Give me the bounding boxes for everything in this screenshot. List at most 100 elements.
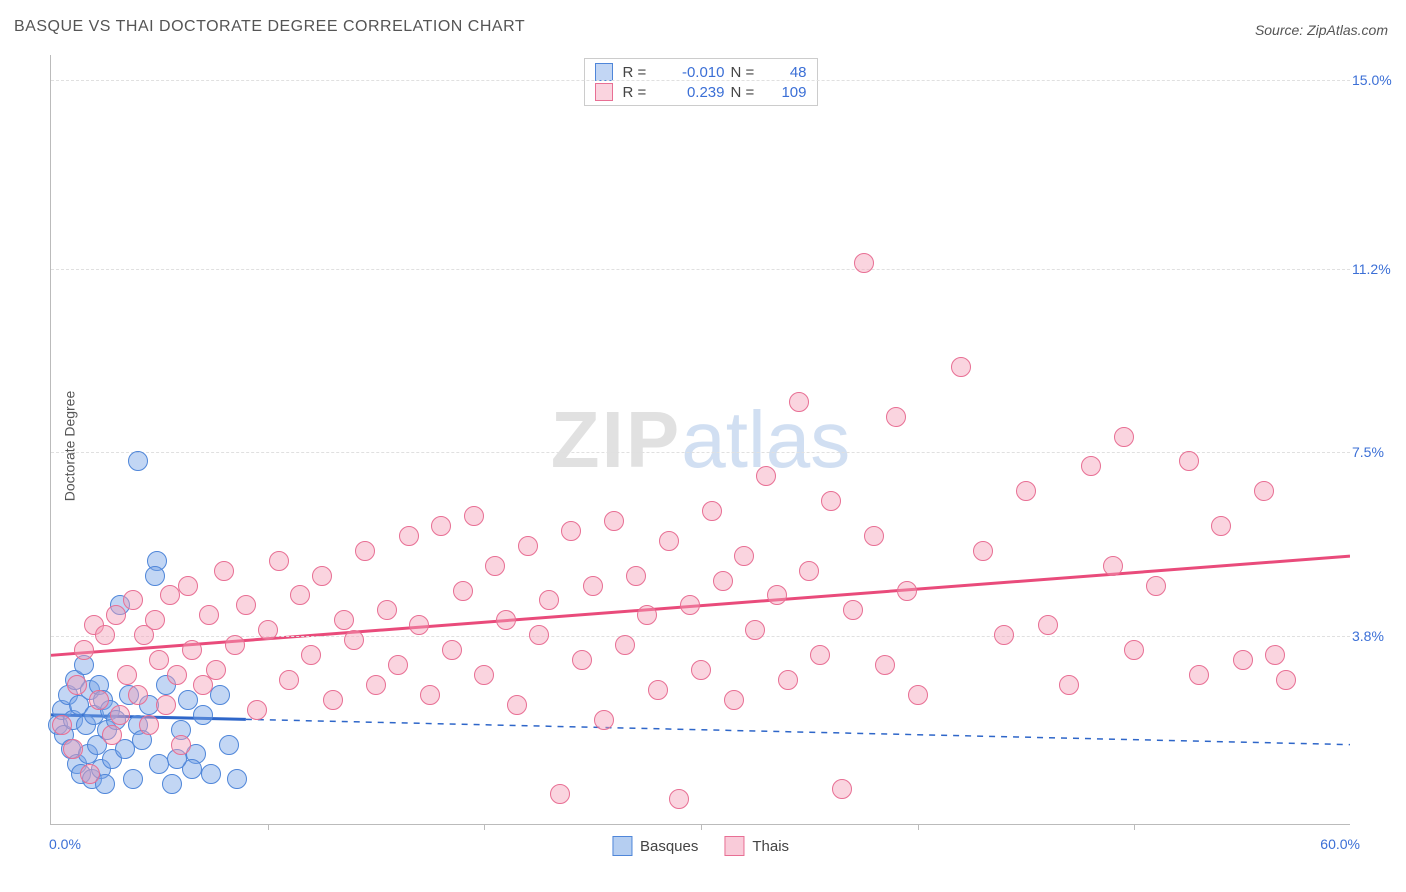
data-point (1265, 645, 1285, 665)
stat-r-label: R = (623, 84, 659, 101)
data-point (496, 610, 516, 630)
data-point (442, 640, 462, 660)
data-point (1038, 615, 1058, 635)
data-point (206, 660, 226, 680)
data-point (106, 605, 126, 625)
data-point (225, 635, 245, 655)
data-point (485, 556, 505, 576)
data-point (756, 466, 776, 486)
data-point (162, 774, 182, 794)
data-point (908, 685, 928, 705)
stat-r-value: -0.010 (665, 64, 725, 81)
data-point (182, 640, 202, 660)
data-point (167, 665, 187, 685)
data-point (431, 516, 451, 536)
data-point (561, 521, 581, 541)
data-point (854, 253, 874, 273)
data-point (1189, 665, 1209, 685)
data-point (52, 715, 72, 735)
data-point (1276, 670, 1296, 690)
data-point (1016, 481, 1036, 501)
data-point (214, 561, 234, 581)
data-point (691, 660, 711, 680)
data-point (355, 541, 375, 561)
data-point (89, 690, 109, 710)
data-point (1114, 427, 1134, 447)
data-point (973, 541, 993, 561)
data-point (63, 739, 83, 759)
data-point (648, 680, 668, 700)
data-point (474, 665, 494, 685)
x-tick (918, 824, 919, 830)
data-point (539, 590, 559, 610)
data-point (886, 407, 906, 427)
data-point (1103, 556, 1123, 576)
data-point (128, 451, 148, 471)
data-point (145, 566, 165, 586)
x-tick (268, 824, 269, 830)
data-point (832, 779, 852, 799)
legend-label: Thais (752, 838, 789, 855)
data-point (789, 392, 809, 412)
data-point (550, 784, 570, 804)
y-tick-label: 7.5% (1352, 444, 1400, 460)
data-point (594, 710, 614, 730)
stat-r-label: R = (623, 64, 659, 81)
source-attribution: Source: ZipAtlas.com (1255, 22, 1388, 38)
data-point (149, 650, 169, 670)
data-point (1059, 675, 1079, 695)
plot-area: ZIPatlas R =-0.010N =48R =0.239N =109 0.… (50, 55, 1350, 825)
y-tick-label: 11.2% (1352, 261, 1400, 277)
data-point (994, 625, 1014, 645)
data-point (767, 585, 787, 605)
data-point (123, 769, 143, 789)
gridline (51, 452, 1350, 453)
data-point (219, 735, 239, 755)
legend-label: Basques (640, 838, 698, 855)
data-point (615, 635, 635, 655)
data-point (1124, 640, 1144, 660)
data-point (1081, 456, 1101, 476)
data-point (80, 764, 100, 784)
data-point (171, 735, 191, 755)
legend-swatch (595, 83, 613, 101)
data-point (951, 357, 971, 377)
data-point (377, 600, 397, 620)
data-point (344, 630, 364, 650)
data-point (210, 685, 230, 705)
data-point (227, 769, 247, 789)
data-point (637, 605, 657, 625)
data-point (279, 670, 299, 690)
data-point (897, 581, 917, 601)
watermark-zip: ZIP (551, 395, 681, 484)
data-point (420, 685, 440, 705)
data-point (702, 501, 722, 521)
data-point (312, 566, 332, 586)
chart-title: BASQUE VS THAI DOCTORATE DEGREE CORRELAT… (14, 18, 525, 36)
data-point (1146, 576, 1166, 596)
stat-n-value: 48 (767, 64, 807, 81)
data-point (659, 531, 679, 551)
data-point (799, 561, 819, 581)
data-point (269, 551, 289, 571)
chart-root: BASQUE VS THAI DOCTORATE DEGREE CORRELAT… (0, 0, 1406, 892)
data-point (290, 585, 310, 605)
data-point (626, 566, 646, 586)
data-point (453, 581, 473, 601)
stat-r-value: 0.239 (665, 84, 725, 101)
data-point (1211, 516, 1231, 536)
data-point (139, 715, 159, 735)
data-point (95, 625, 115, 645)
data-point (745, 620, 765, 640)
data-point (572, 650, 592, 670)
legend-item: Thais (724, 836, 789, 856)
data-point (247, 700, 267, 720)
data-point (301, 645, 321, 665)
x-tick (1134, 824, 1135, 830)
gridline (51, 636, 1350, 637)
stat-n-label: N = (731, 64, 761, 81)
x-tick (484, 824, 485, 830)
data-point (518, 536, 538, 556)
data-point (821, 491, 841, 511)
data-point (258, 620, 278, 640)
